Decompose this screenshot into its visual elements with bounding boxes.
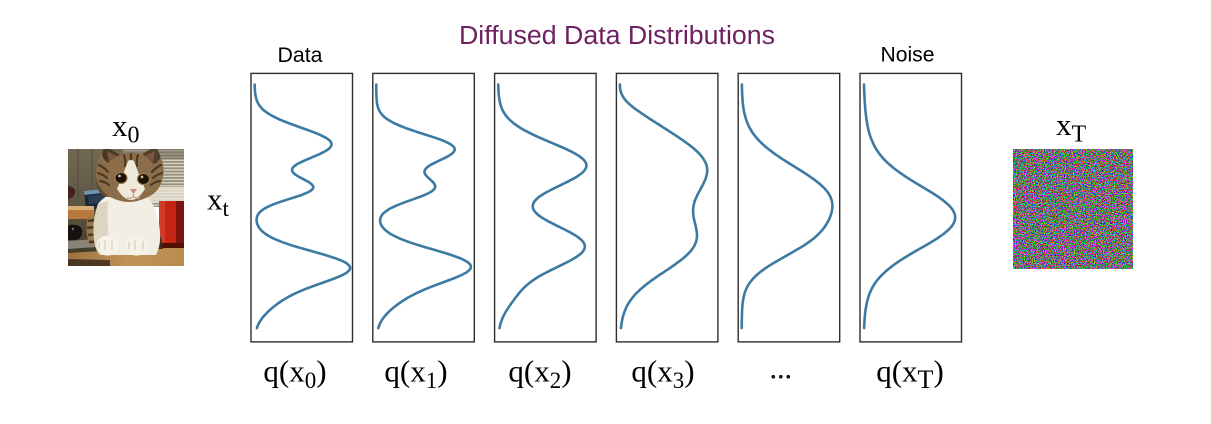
svg-text:q(x1): q(x1) <box>384 353 447 393</box>
svg-text:Data: Data <box>278 44 323 67</box>
svg-text:q(x3): q(x3) <box>631 353 694 393</box>
svg-text:Diffused Data Distributions: Diffused Data Distributions <box>459 22 775 50</box>
svg-text:Noise: Noise <box>881 44 935 67</box>
svg-text:q(x2): q(x2) <box>508 353 571 393</box>
svg-text:q(xT): q(xT) <box>876 353 944 394</box>
svg-text:q(x0): q(x0) <box>263 353 326 393</box>
